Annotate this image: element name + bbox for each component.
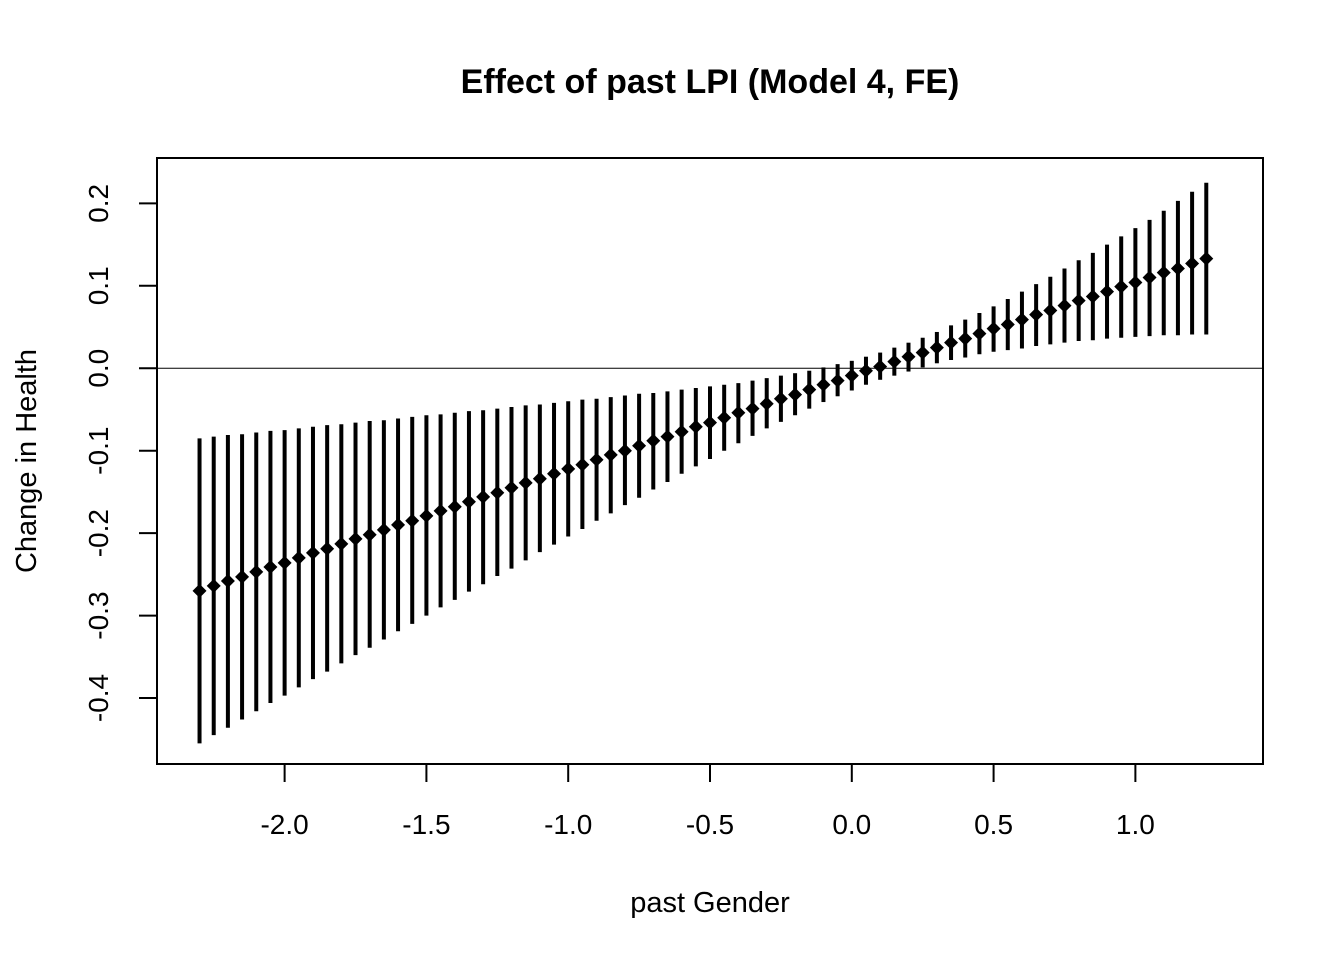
estimate-point (532, 471, 547, 486)
estimate-point (1000, 317, 1015, 332)
estimate-point (688, 419, 703, 434)
estimate-point (802, 382, 817, 397)
estimate-point (263, 559, 278, 574)
estimate-point (1114, 279, 1129, 294)
estimate-point (1170, 261, 1185, 276)
estimate-point (773, 391, 788, 406)
estimate-point (1043, 303, 1058, 318)
estimate-point (504, 480, 519, 495)
estimate-point (476, 489, 491, 504)
confidence-intervals (197, 182, 1209, 744)
estimate-point (419, 508, 434, 523)
estimate-point (334, 536, 349, 551)
estimate-point (915, 345, 930, 360)
estimate-point (547, 466, 562, 481)
x-tick-label: -2.0 (260, 809, 308, 840)
estimate-point (745, 401, 760, 416)
estimate-point (717, 410, 732, 425)
x-tick-label: 1.0 (1116, 809, 1155, 840)
estimate-point (235, 569, 250, 584)
estimate-point (1199, 251, 1214, 266)
estimate-point (405, 513, 420, 528)
chart-title: Effect of past LPI (Model 4, FE) (461, 63, 960, 101)
estimate-point (376, 522, 391, 537)
estimate-point (929, 340, 944, 355)
estimate-point (206, 578, 221, 593)
x-tick-label: 0.0 (832, 809, 871, 840)
estimate-point (844, 368, 859, 383)
estimate-point (1014, 312, 1029, 327)
estimate-point (433, 503, 448, 518)
estimate-point (1100, 284, 1115, 299)
y-tick-label: 0.1 (83, 266, 114, 305)
estimate-point (348, 531, 363, 546)
x-tick-label: -0.5 (686, 809, 734, 840)
estimate-point (901, 349, 916, 364)
estimate-point (220, 573, 235, 588)
estimate-point (958, 331, 973, 346)
y-tick-label: 0.0 (83, 349, 114, 388)
estimate-point (1156, 265, 1171, 280)
estimate-point (277, 555, 292, 570)
estimate-point (589, 452, 604, 467)
y-axis-label: Change in Health (11, 349, 43, 573)
estimate-point (1029, 307, 1044, 322)
estimate-point (873, 359, 888, 374)
x-tick-label: -1.0 (544, 809, 592, 840)
estimate-point (461, 494, 476, 509)
estimate-point (561, 461, 576, 476)
x-axis-label: past Gender (630, 887, 790, 919)
estimate-point (1142, 270, 1157, 285)
estimate-point (646, 433, 661, 448)
estimate-point (986, 321, 1001, 336)
estimate-point (603, 447, 618, 462)
estimate-point (816, 377, 831, 392)
y-tick-label: -0.4 (83, 674, 114, 722)
y-tick-label: -0.3 (83, 591, 114, 639)
estimate-point (291, 550, 306, 565)
estimate-point (674, 424, 689, 439)
estimate-point (305, 545, 320, 560)
estimate-point (1128, 275, 1143, 290)
estimate-point (490, 485, 505, 500)
estimate-point (447, 499, 462, 514)
plot-frame (156, 157, 1264, 765)
estimate-point (249, 564, 264, 579)
estimate-point (944, 335, 959, 350)
estimate-point (660, 429, 675, 444)
estimate-point (617, 443, 632, 458)
estimate-point (887, 354, 902, 369)
estimate-point (518, 475, 533, 490)
estimate-point (1057, 298, 1072, 313)
estimate-point (192, 583, 207, 598)
point-estimates (192, 251, 1214, 598)
y-axis: -0.4 -0.3 -0.2 -0.1 0.0 0.1 0.2 (83, 184, 158, 722)
y-tick-label: -0.1 (83, 427, 114, 475)
estimate-point (575, 457, 590, 472)
estimate-point (362, 527, 377, 542)
estimate-point (703, 415, 717, 430)
y-tick-label: 0.2 (83, 184, 114, 223)
estimate-point (320, 541, 335, 556)
estimate-point (788, 387, 803, 402)
estimate-point (972, 326, 987, 341)
estimate-point (731, 405, 746, 420)
estimate-point (830, 373, 845, 388)
estimate-point (1185, 256, 1200, 271)
estimate-point (759, 396, 774, 411)
y-tick-label: -0.2 (83, 509, 114, 557)
estimate-point (858, 363, 873, 378)
estimate-point (632, 438, 647, 453)
estimate-point (1085, 289, 1100, 304)
x-tick-label: -1.5 (402, 809, 450, 840)
x-axis: -2.0 -1.5 -1.0 -0.5 0.0 0.5 1.0 (260, 763, 1155, 840)
estimate-point (1071, 293, 1086, 308)
estimate-point (391, 517, 406, 532)
x-tick-label: 0.5 (974, 809, 1013, 840)
